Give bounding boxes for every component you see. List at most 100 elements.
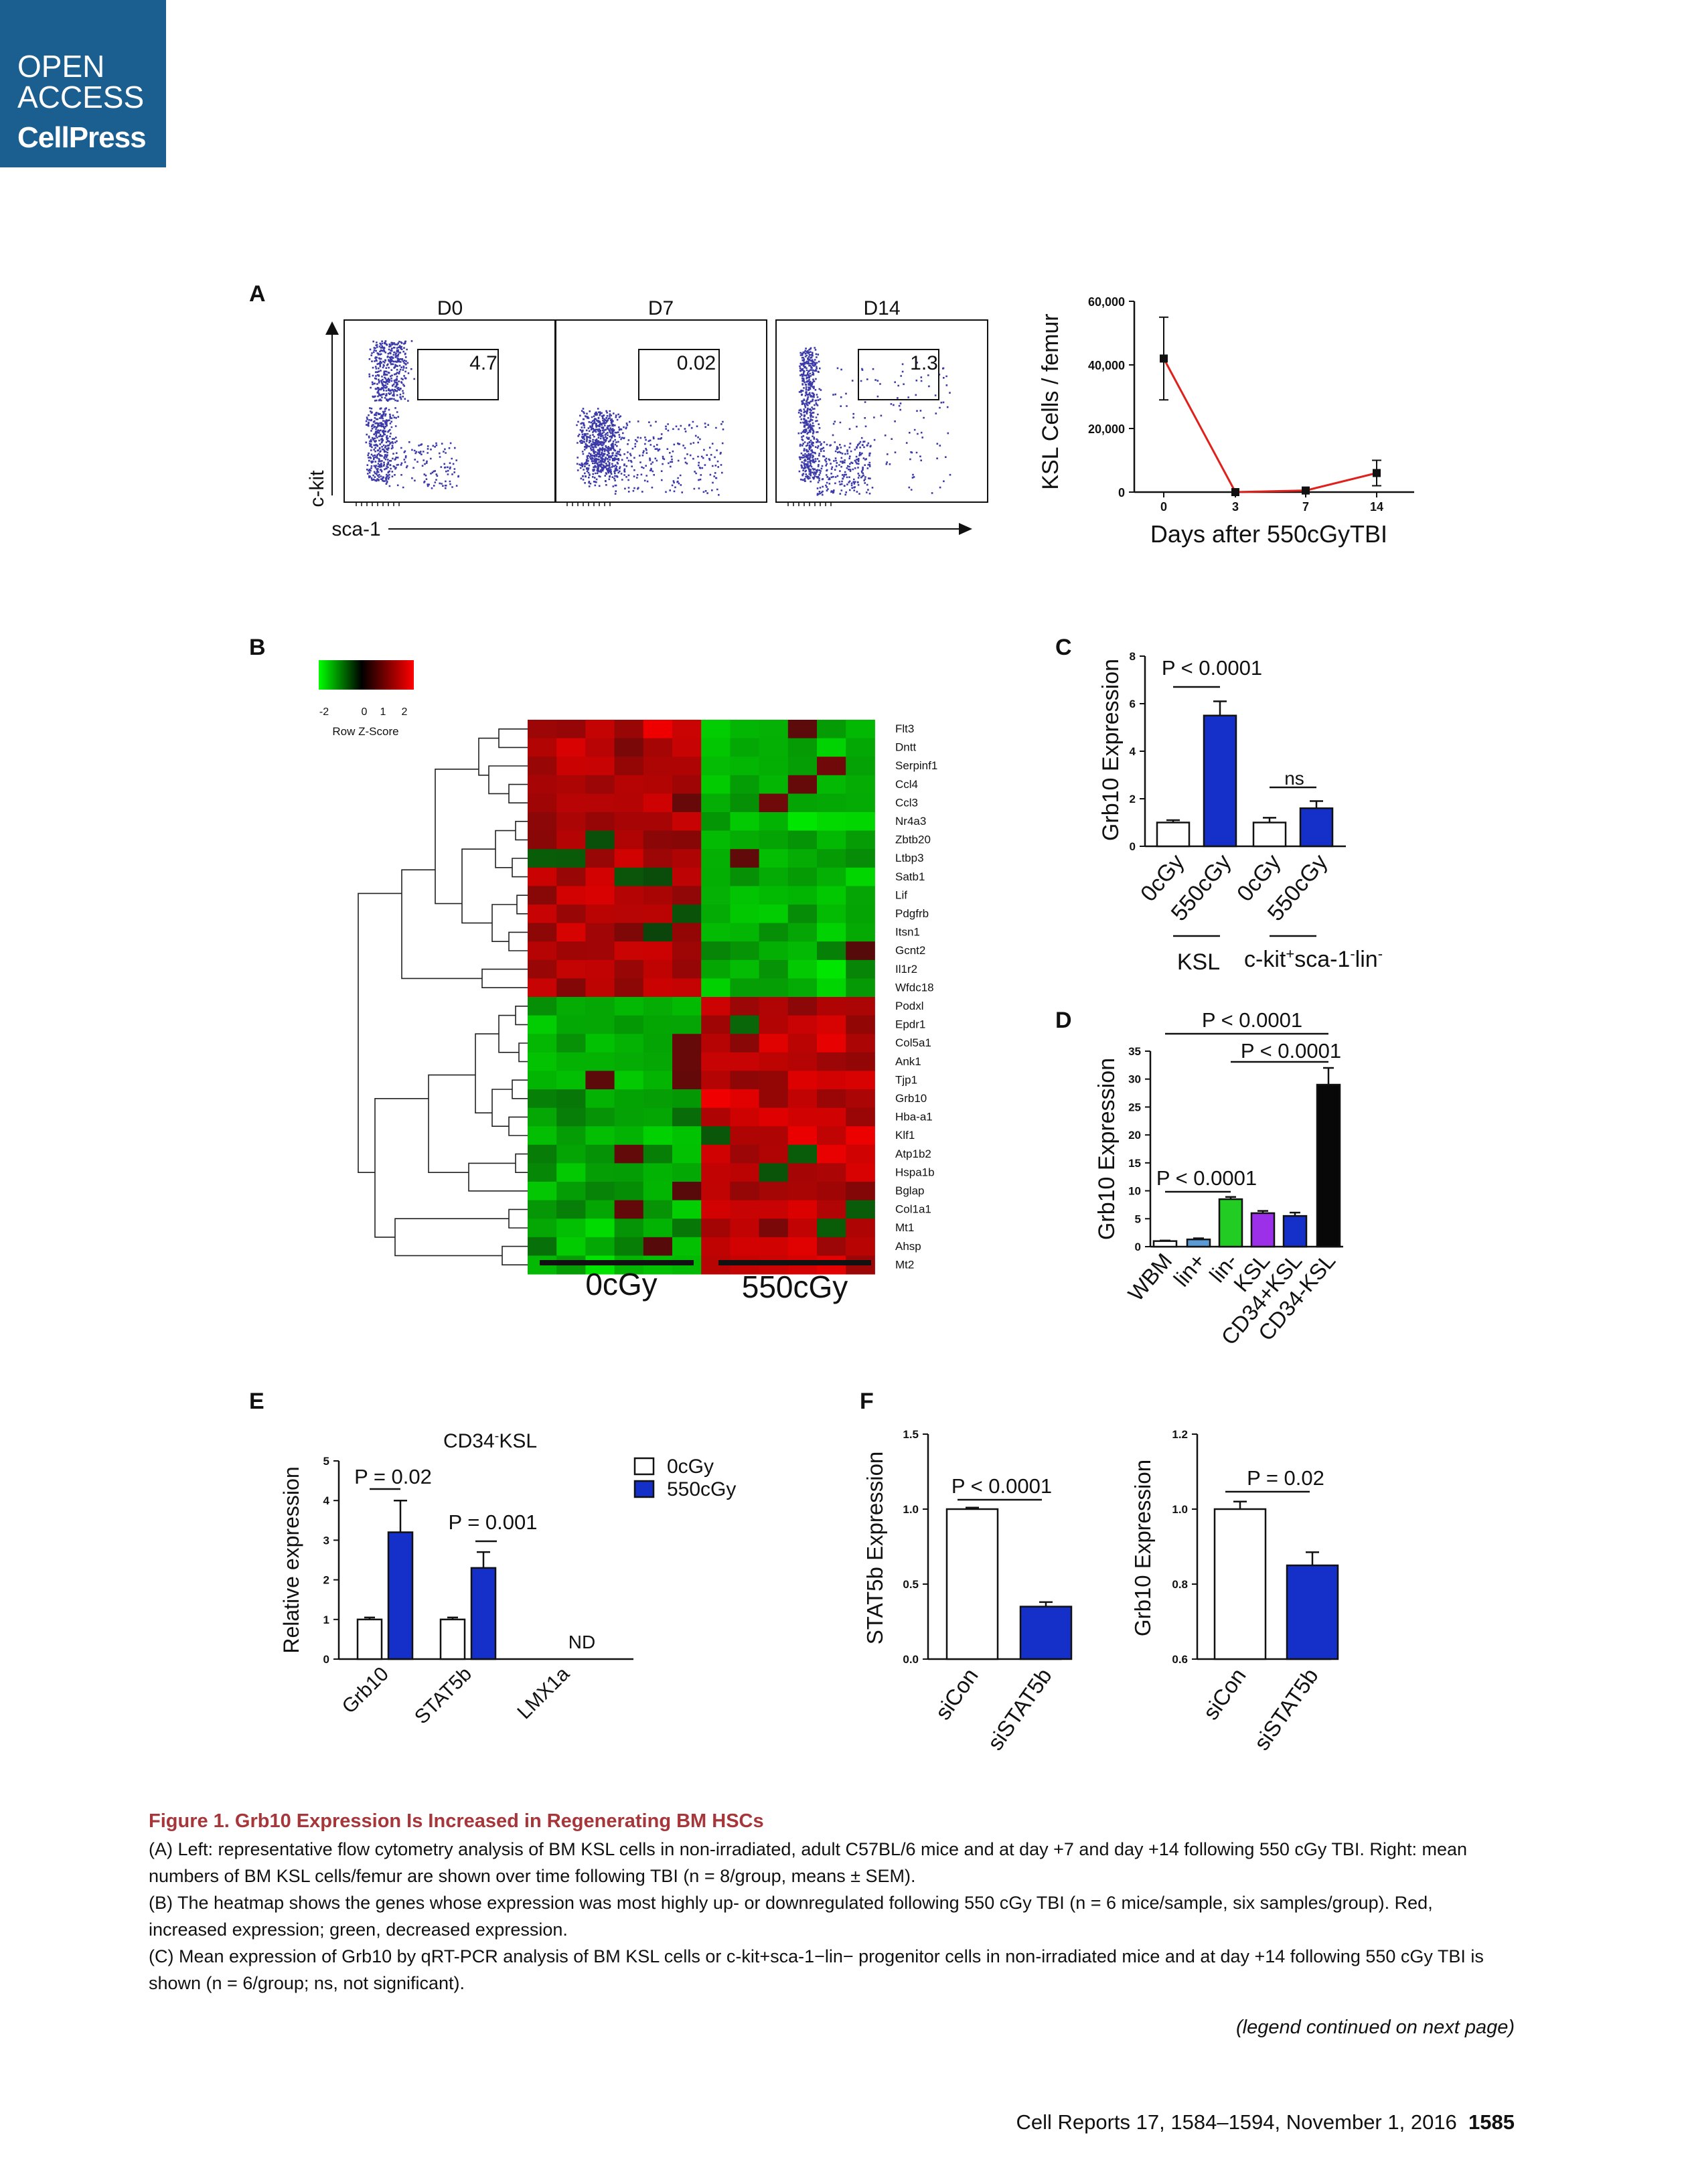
flow-gate-value: 1.3 <box>910 352 938 374</box>
gene-label: Mt2 <box>895 1258 914 1271</box>
heatmap-cell <box>585 1163 615 1182</box>
heatmap-cell <box>528 941 557 961</box>
heatmap-cell <box>787 941 818 961</box>
page-number: 1585 <box>1468 2110 1515 2134</box>
heatmap-cell <box>787 905 818 924</box>
y-tick-label: 0 <box>1118 486 1125 499</box>
heatmap-cell <box>787 757 818 776</box>
heatmap-cell <box>846 1015 875 1034</box>
heatmap-cell <box>846 757 875 776</box>
heatmap-cell <box>528 1034 557 1053</box>
flow-plot-title: D14 <box>863 297 900 319</box>
open-label: OPEN <box>17 49 105 84</box>
heatmap-cell <box>643 1182 673 1201</box>
heatmap-cell <box>643 1052 673 1071</box>
p-value-annotation: P = 0.001 <box>448 1510 537 1534</box>
heatmap-cell <box>643 1163 673 1182</box>
heatmap-cell <box>672 959 702 979</box>
heatmap-cell <box>528 1015 557 1034</box>
heatmap-cell <box>643 775 673 794</box>
heatmap-cell <box>846 775 875 794</box>
heatmap-cell <box>643 812 673 832</box>
legend-label-550cgy: 550cGy <box>667 1478 736 1500</box>
relative-expression-bar-chart: 0 1 2 3 4 5 Grb10 STAT5b LMX1a ND P = 0.02 P = 0.00… <box>279 1429 736 1729</box>
flow-dots <box>576 408 724 496</box>
data-point <box>1231 488 1239 496</box>
heatmap-cell <box>528 997 557 1016</box>
y-axis-label: Grb10 Expression <box>1094 1058 1120 1240</box>
label-part: c-kit <box>1244 947 1286 972</box>
heatmap-cell <box>643 941 673 961</box>
heatmap-cell <box>817 812 846 832</box>
heatmap-cell <box>556 997 586 1016</box>
heatmap-cell <box>817 1089 846 1109</box>
panel-label-a: A <box>249 281 266 307</box>
bar <box>1019 1606 1073 1660</box>
heatmap-cell <box>787 886 818 905</box>
heatmap-cell <box>585 1015 615 1034</box>
heatmap-cell <box>643 959 673 979</box>
x-category-label: siCon <box>930 1664 983 1724</box>
gene-label: Wfdc18 <box>895 981 934 994</box>
heatmap-cell <box>614 886 644 905</box>
heatmap-cell <box>614 793 644 813</box>
heatmap-cell <box>730 1144 760 1164</box>
heatmap-cell <box>787 1200 818 1219</box>
heatmap-cell <box>730 1015 760 1034</box>
bar-0cgy <box>356 1618 383 1660</box>
heatmap-cell <box>817 1237 846 1256</box>
heatmap-cell <box>585 867 615 886</box>
flow-gate <box>638 349 720 400</box>
heatmap-cell <box>643 1089 673 1109</box>
heatmap-cell <box>528 1071 557 1090</box>
heatmap-cell <box>528 1237 557 1256</box>
heatmap-cell <box>846 1107 875 1127</box>
heatmap-cell <box>787 1219 818 1238</box>
y-axis-label: Grb10 Expression <box>1098 659 1124 841</box>
bar <box>1282 1215 1308 1248</box>
heatmap-cell <box>759 830 789 850</box>
y-tick-label: 0 <box>323 1653 329 1666</box>
heatmap-cell <box>614 1144 644 1164</box>
heatmap-cell <box>701 1126 731 1146</box>
heatmap-cell <box>701 812 731 832</box>
label-part: sca-1 <box>1294 947 1350 972</box>
y-tick-label: 0.6 <box>1172 1653 1188 1666</box>
data-point <box>1302 486 1310 495</box>
heatmap-cell <box>556 1089 586 1109</box>
heatmap-cell <box>846 1182 875 1201</box>
y-tick-label: 2 <box>323 1574 329 1587</box>
heatmap-cell <box>846 1237 875 1256</box>
heatmap-cell <box>528 775 557 794</box>
heatmap-cell <box>701 997 731 1016</box>
heatmap-cell <box>759 941 789 961</box>
heatmap-cell <box>759 1107 789 1127</box>
sca1-arrowhead <box>959 523 972 535</box>
p-value-annotation: P < 0.0001 <box>1202 1008 1302 1032</box>
legend-label-0cgy: 0cGy <box>667 1456 714 1478</box>
heatmap-cell <box>528 849 557 868</box>
heatmap-cell <box>759 978 789 998</box>
heatmap-cell <box>787 867 818 886</box>
heatmap-cell <box>701 959 731 979</box>
heatmap-cell <box>701 1182 731 1201</box>
heatmap-cell <box>701 1163 731 1182</box>
heatmap-cell <box>701 1052 731 1071</box>
heatmap-cell <box>585 1200 615 1219</box>
x-axis-label: Days after 550cGyTBI <box>1150 520 1387 548</box>
flow-dots <box>365 340 459 489</box>
heatmap-cell <box>787 1107 818 1127</box>
heatmap-cell <box>701 849 731 868</box>
heatmap-cell <box>643 1219 673 1238</box>
panel-label-d: D <box>1055 1008 1072 1033</box>
heatmap-cell <box>614 905 644 924</box>
heatmap-cell <box>672 793 702 813</box>
heatmap-cell <box>643 1200 673 1219</box>
y-tick-label: 10 <box>1128 1185 1141 1198</box>
heatmap-cell <box>817 1034 846 1053</box>
heatmap-cell <box>787 849 818 868</box>
heatmap-cell <box>672 978 702 998</box>
heatmap-cell <box>759 1237 789 1256</box>
heatmap-cell <box>556 812 586 832</box>
heatmap-cell <box>701 1237 731 1256</box>
